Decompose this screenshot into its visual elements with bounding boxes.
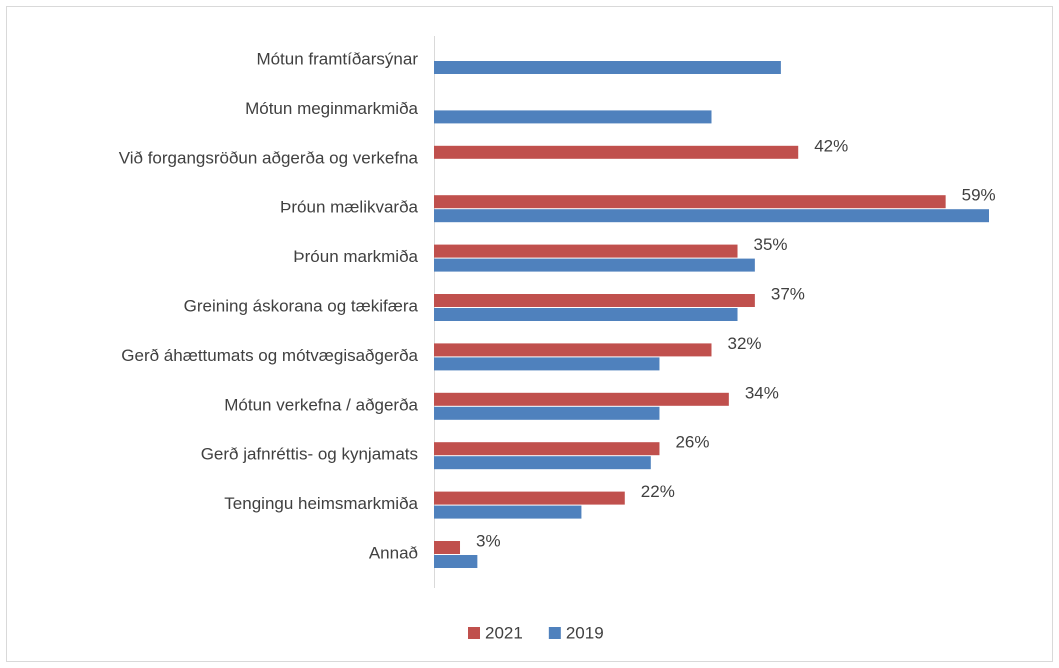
bar xyxy=(434,209,989,223)
data-label: 42% xyxy=(814,136,848,155)
legend-swatch xyxy=(548,627,561,639)
bar xyxy=(434,555,478,568)
data-label: 3% xyxy=(476,531,501,550)
category-label: Þróun mælikvarða xyxy=(280,198,418,217)
category-label: Gerð áhættumats og mótvægisaðgerða xyxy=(121,346,418,365)
category-label: Gerð jafnréttis- og kynjamats xyxy=(201,445,418,464)
bar xyxy=(434,61,781,74)
data-label: 26% xyxy=(675,433,709,452)
category-label: Við forgangsröðun aðgerða og verkefna xyxy=(119,148,419,167)
category-label: Mótun framtíðarsýnar xyxy=(256,49,418,68)
category-label: Þróun markmiða xyxy=(293,247,418,266)
bar xyxy=(434,294,755,307)
bar xyxy=(434,541,461,554)
category-label: Mótun meginmarkmiða xyxy=(245,99,418,118)
legend-label: 2021 xyxy=(485,623,523,642)
bar xyxy=(434,145,799,159)
category-label: Greining áskorana og tækifæra xyxy=(184,296,419,315)
bar xyxy=(434,244,738,258)
data-label: 34% xyxy=(745,383,779,402)
data-label: 35% xyxy=(754,235,788,254)
category-label: Mótun verkefna / aðgerða xyxy=(224,395,418,414)
bar xyxy=(434,392,729,406)
data-label: 22% xyxy=(641,482,675,501)
legend-label: 2019 xyxy=(566,623,604,642)
data-label: 32% xyxy=(728,334,762,353)
bar xyxy=(434,491,625,505)
category-label: Annað xyxy=(369,543,418,562)
bar xyxy=(434,505,582,519)
data-label: 59% xyxy=(962,186,996,205)
bar xyxy=(434,308,738,321)
category-label: Tengingu heimsmarkmiða xyxy=(224,494,418,513)
chart-border xyxy=(6,6,1053,662)
bar xyxy=(434,406,660,420)
bar xyxy=(434,357,660,371)
bar xyxy=(434,456,651,470)
bar xyxy=(434,343,712,357)
legend-swatch xyxy=(468,627,480,639)
bar xyxy=(434,258,755,272)
data-label: 37% xyxy=(771,284,805,303)
bar xyxy=(434,195,946,209)
bar xyxy=(434,442,660,456)
bar xyxy=(434,110,712,124)
